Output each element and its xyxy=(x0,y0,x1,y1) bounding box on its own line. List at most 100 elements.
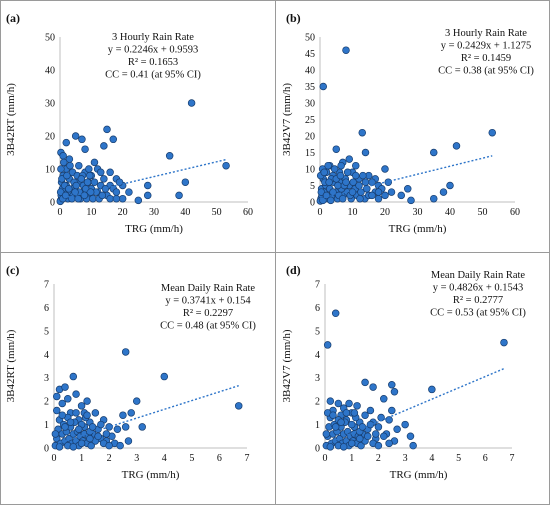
panel-1-y-tick-label: 10 xyxy=(305,165,315,176)
panel-1-point xyxy=(404,185,412,193)
panel-2-y-tick-label: 3 xyxy=(44,373,49,384)
panel-3-x-tick-label: 7 xyxy=(510,453,515,464)
panel-1-y-tick-label: 45 xyxy=(305,49,315,60)
panel-0-point xyxy=(100,175,108,183)
panel-0-point xyxy=(89,194,97,203)
panel-3-point xyxy=(334,399,343,408)
panel-3-x-tick-label: 5 xyxy=(456,453,461,464)
panel-2-point xyxy=(72,409,80,417)
panel-2-point xyxy=(64,395,72,403)
panel-3-point xyxy=(372,430,380,438)
panel-2-y-tick-label: 6 xyxy=(44,303,49,314)
panel-2-y-tick-label: 0 xyxy=(44,444,49,455)
panel-1-point xyxy=(334,181,342,190)
panel-2-point xyxy=(61,423,69,431)
panel-2-point xyxy=(138,423,146,431)
panel-2-x-tick-label: 7 xyxy=(245,453,250,464)
panel-2-point xyxy=(69,372,78,381)
panel-0-point xyxy=(85,165,93,173)
panel-3-point xyxy=(374,441,383,450)
panel-0-point xyxy=(81,145,89,153)
panel-2-point xyxy=(119,411,127,419)
panel-3-point xyxy=(406,432,415,441)
panel-0-point xyxy=(78,135,86,144)
panel-3-point xyxy=(363,432,372,441)
panel-0-point xyxy=(66,161,74,170)
panel-2-x-tick-label: 3 xyxy=(134,453,139,464)
panel-0-point xyxy=(118,194,127,203)
panel-2-point xyxy=(116,441,124,450)
panel-0-point xyxy=(187,99,196,107)
panel-1-point xyxy=(356,194,364,203)
panel-2-point xyxy=(58,411,67,419)
panel-3-point xyxy=(323,341,332,349)
panel-1-point xyxy=(320,168,328,177)
panel-0-point xyxy=(115,178,124,186)
panel-2-point xyxy=(77,439,86,448)
panel-1-point xyxy=(352,161,360,170)
panel-1-y-tick-label: 0 xyxy=(310,198,315,209)
panel-2-y-axis-label: 3B42RT (mm/h) xyxy=(5,329,17,402)
panel-3-point xyxy=(329,411,337,419)
panel-2-point xyxy=(77,402,86,410)
panel-0-label: (a) xyxy=(6,11,20,25)
panel-1-point xyxy=(374,188,383,196)
panel-3-point xyxy=(322,430,331,438)
panel-2-point xyxy=(124,437,133,445)
panel-2-point xyxy=(105,441,113,450)
panel-2-point xyxy=(88,423,97,431)
panel-1-point xyxy=(317,188,326,196)
panel-0-point xyxy=(57,165,65,173)
panel-0-point xyxy=(106,194,114,203)
panel-2-x-axis-label: TRG (mm/h) xyxy=(122,469,180,481)
panel-2-point xyxy=(94,432,102,441)
panel-1-y-tick-label: 25 xyxy=(305,115,315,126)
panel-0-point xyxy=(65,185,73,193)
panel-1-x-tick-label: 60 xyxy=(510,207,520,218)
panel-0-point xyxy=(74,194,82,203)
panel-1-point xyxy=(330,165,339,173)
panel-0-point xyxy=(125,188,133,196)
panel-3-point xyxy=(357,441,365,450)
panel-0-x-tick-label: 30 xyxy=(149,207,159,218)
panel-0-point xyxy=(112,194,121,203)
panel-1-point xyxy=(359,171,367,180)
panel-0-point xyxy=(143,191,152,200)
panel-2-y-tick-label: 2 xyxy=(44,397,49,408)
panel-2-point xyxy=(66,418,75,426)
panel-0-x-axis-label: TRG (mm/h) xyxy=(125,223,183,235)
panel-1-point xyxy=(384,178,393,186)
panel-3-x-tick-label: 6 xyxy=(483,453,488,464)
panel-3-point xyxy=(390,388,399,396)
panel-0-point xyxy=(165,152,174,160)
panel-2-point xyxy=(53,406,61,415)
panel-1-point xyxy=(368,191,376,200)
panel-1-point xyxy=(452,142,461,150)
panel-0-point xyxy=(72,181,81,190)
panel-1-point xyxy=(352,171,360,180)
panel-1-point xyxy=(326,196,335,205)
panel-0-x-tick-label: 50 xyxy=(212,207,222,218)
panel-2-point xyxy=(83,397,91,405)
panel-3-x-axis-label: TRG (mm/h) xyxy=(390,469,448,481)
panel-1-y-tick-label: 15 xyxy=(305,148,315,159)
panel-1-point xyxy=(355,181,363,190)
panel-0-x-tick-label: 10 xyxy=(86,207,96,218)
panel-1-point xyxy=(446,181,454,190)
panel-1-label: (b) xyxy=(286,11,301,25)
panel-2-point xyxy=(86,434,94,443)
panel-1-point xyxy=(348,188,357,196)
panel-1-annotation-line: CC = 0.38 (at 95% CI) xyxy=(438,66,534,77)
panel-1-point xyxy=(430,148,438,157)
panel-1-point xyxy=(381,191,389,200)
panel-2-point xyxy=(75,425,83,434)
panel-2-point xyxy=(53,392,61,401)
panel-3-point xyxy=(347,439,356,448)
panel-0-annotation-line: R² = 0.1653 xyxy=(128,57,178,68)
panel-0-point xyxy=(83,178,92,186)
panel-0-y-tick-label: 10 xyxy=(45,165,55,176)
panel-0-point xyxy=(59,152,67,160)
panel-2-point xyxy=(69,443,78,451)
panel-0-x-tick-label: 20 xyxy=(118,207,128,218)
